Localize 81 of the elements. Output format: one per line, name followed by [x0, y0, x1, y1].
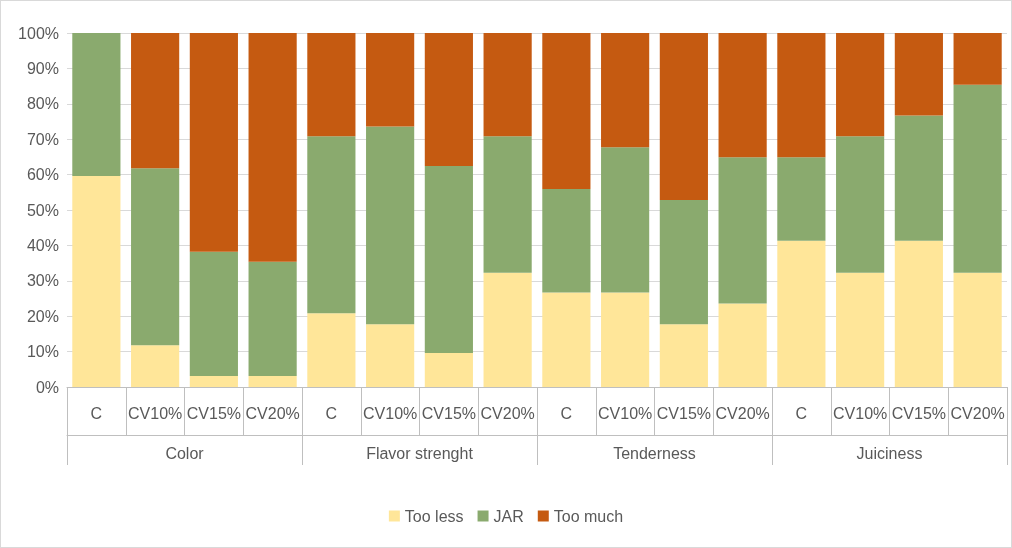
bar [836, 136, 885, 273]
bar [307, 313, 356, 387]
y-tick-label: 80% [26, 95, 59, 113]
text: Color [165, 444, 205, 462]
x-tick-label: CV20% [480, 404, 535, 422]
y-tick-label: 60% [26, 166, 59, 184]
y-tick-label: 30% [26, 272, 59, 290]
bar [542, 33, 591, 190]
legend-label: Too less [404, 507, 464, 525]
legend-label: JAR [493, 507, 524, 525]
bar [777, 157, 826, 241]
bar [366, 33, 415, 127]
bar [601, 292, 650, 387]
y-tick-label: 0% [35, 378, 59, 396]
bar [953, 272, 1002, 387]
bar [189, 376, 238, 387]
bar [189, 33, 238, 252]
bar [953, 33, 1002, 85]
bar [248, 376, 297, 387]
bar [248, 33, 297, 262]
text: Flavor strenght [366, 444, 474, 462]
bar [131, 168, 180, 346]
bar [542, 292, 591, 387]
y-tick-label: 40% [26, 236, 59, 254]
bar [894, 33, 943, 116]
x-tick-label: CV10% [128, 404, 183, 422]
x-tick-label: C [560, 404, 573, 422]
bar [659, 200, 708, 325]
bar [718, 157, 767, 304]
bar [307, 33, 356, 137]
y-tick-label: 100% [18, 24, 59, 42]
bar [483, 33, 532, 137]
x-tick-label: CV15% [186, 404, 241, 422]
bar [366, 126, 415, 325]
bar [131, 345, 180, 387]
bar [836, 272, 885, 387]
bar [953, 84, 1002, 273]
text: Tenderness [613, 444, 696, 462]
bar [424, 353, 473, 387]
bar [894, 115, 943, 241]
bar [659, 33, 708, 201]
x-tick-label: CV15% [656, 404, 711, 422]
bar [424, 33, 473, 167]
bar [189, 251, 238, 377]
y-tick-label: 70% [26, 130, 59, 148]
y-tick-label: 90% [26, 59, 59, 77]
y-tick-label: 20% [26, 307, 59, 325]
bar [777, 33, 826, 158]
bar [836, 33, 885, 137]
bar [72, 33, 121, 177]
x-tick-label: CV20% [715, 404, 770, 422]
y-tick-label: 50% [26, 201, 59, 219]
x-tick-label: CV10% [598, 404, 653, 422]
bar [601, 33, 650, 148]
x-tick-label: CV15% [891, 404, 946, 422]
x-tick-label: CV15% [421, 404, 476, 422]
bar [718, 303, 767, 387]
bar [718, 33, 767, 158]
bar [894, 240, 943, 387]
bar [72, 176, 121, 387]
bar [659, 324, 708, 387]
bar [483, 272, 532, 387]
bar [542, 189, 591, 293]
bar [777, 240, 826, 387]
x-tick-label: C [325, 404, 338, 422]
bar [248, 261, 297, 377]
bar [424, 166, 473, 354]
x-tick-label: CV10% [363, 404, 418, 422]
x-tick-label: CV20% [245, 404, 300, 422]
x-tick-label: CV10% [833, 404, 888, 422]
x-tick-label: C [90, 404, 103, 422]
bar [131, 33, 180, 169]
bar [601, 147, 650, 293]
y-tick-label: 10% [26, 343, 59, 361]
x-tick-label: C [795, 404, 808, 422]
x-tick-label: CV20% [950, 404, 1005, 422]
text: Juiciness [856, 444, 923, 462]
bar [307, 136, 356, 314]
legend-label: Too much [553, 507, 624, 525]
bar [483, 136, 532, 273]
bar [366, 324, 415, 387]
